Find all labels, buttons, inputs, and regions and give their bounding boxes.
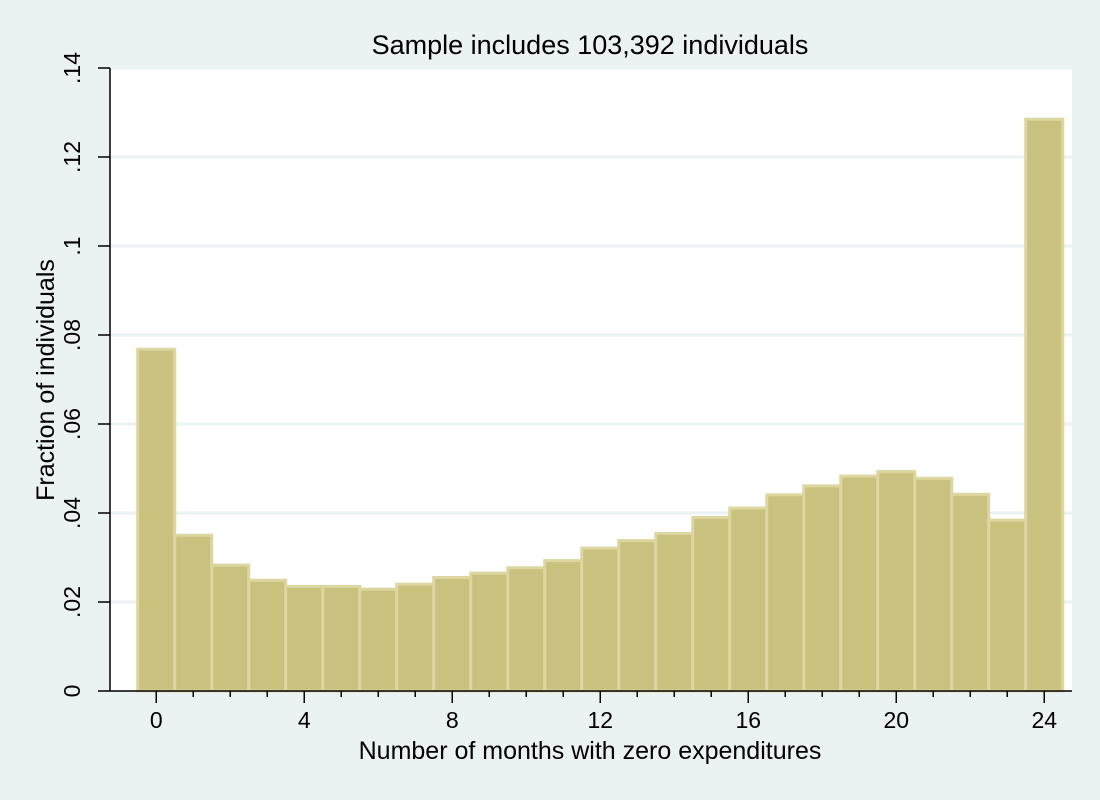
- histogram-bar: [765, 493, 806, 693]
- x-tick-label: 20: [883, 707, 909, 733]
- y-tick-label: .02: [59, 586, 85, 618]
- histogram-bar: [913, 476, 954, 693]
- y-ticks: 0 .02 .04 .06 .08 .1 .12 .14: [59, 52, 110, 698]
- histogram-bar: [210, 563, 251, 693]
- histogram-bar: [395, 582, 436, 693]
- y-tick-label: 0: [59, 685, 85, 698]
- x-tick-label: 16: [735, 707, 761, 733]
- x-axis-title: Number of months with zero expenditures: [359, 737, 822, 765]
- histogram-bar: [617, 539, 658, 693]
- x-tick-label: 12: [587, 707, 613, 733]
- histogram-bar: [247, 578, 288, 693]
- y-tick-label: .12: [59, 141, 85, 173]
- y-tick-label: .14: [59, 52, 85, 84]
- histogram-bar: [950, 492, 991, 693]
- histogram-bar: [691, 515, 732, 693]
- histogram-bar: [987, 518, 1028, 693]
- y-tick-label: .04: [59, 497, 85, 529]
- histogram-bar: [839, 474, 880, 693]
- histogram-bar: [543, 559, 584, 693]
- histogram-bar: [506, 566, 547, 693]
- x-tick-label: 8: [446, 707, 459, 733]
- y-tick-label: .08: [59, 319, 85, 351]
- histogram-bar: [1024, 117, 1065, 693]
- chart-title: Sample includes 103,392 individuals: [372, 30, 809, 60]
- y-tick-label: .1: [59, 236, 85, 255]
- histogram-bar: [136, 347, 177, 693]
- x-tick-label: 0: [150, 707, 163, 733]
- histogram-bar: [321, 584, 362, 693]
- histogram-bar: [728, 506, 769, 693]
- x-ticks: 0 4 8 12 16 20 24: [150, 691, 1057, 733]
- histogram-bar: [284, 584, 325, 693]
- histogram-bar: [432, 576, 473, 693]
- x-tick-label: 4: [298, 707, 311, 733]
- histogram-bar: [802, 484, 843, 693]
- histogram-bar: [580, 546, 621, 693]
- histogram-bar: [173, 533, 214, 693]
- histogram-bar: [876, 470, 917, 693]
- histogram-bar: [358, 587, 399, 693]
- histogram-bar: [654, 531, 695, 693]
- histogram-bar: [469, 571, 510, 693]
- axes: [109, 68, 1072, 692]
- y-tick-label: .06: [59, 408, 85, 440]
- x-tick-label: 24: [1031, 707, 1057, 733]
- y-axis-title: Fraction of individuals: [32, 259, 60, 501]
